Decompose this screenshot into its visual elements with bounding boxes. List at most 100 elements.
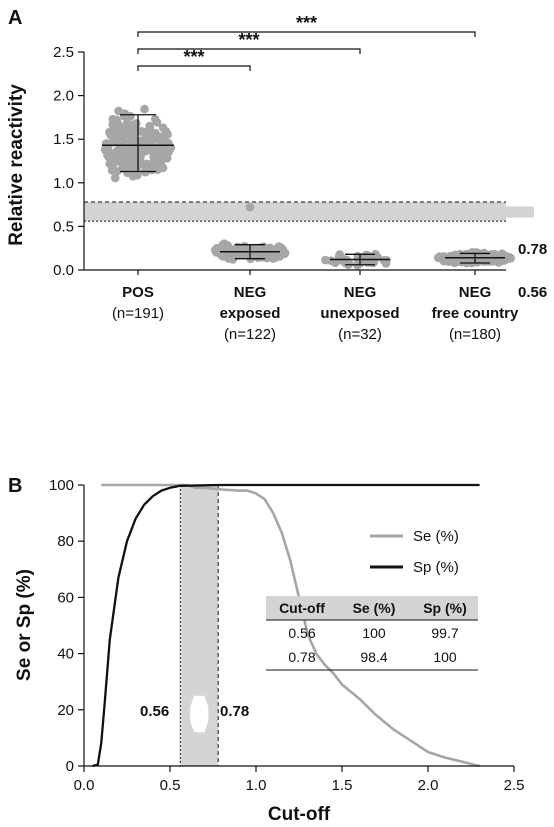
y-tick-label: 20 bbox=[57, 702, 74, 719]
table-cell: 100 bbox=[433, 649, 457, 665]
data-point bbox=[129, 158, 139, 168]
group-n: (n=32) bbox=[338, 326, 382, 343]
group-label-neg-exposed: NEG exposed (n=122) bbox=[220, 284, 281, 343]
data-point bbox=[154, 161, 164, 170]
data-point bbox=[163, 130, 172, 139]
table-cell: 0.56 bbox=[288, 625, 315, 641]
group-name: NEG bbox=[344, 284, 377, 301]
table-header: Cut-off bbox=[279, 600, 325, 616]
table-cell: 100 bbox=[362, 625, 386, 641]
y-tick-label: 60 bbox=[57, 589, 74, 606]
data-point bbox=[114, 106, 123, 116]
data-point bbox=[103, 142, 112, 151]
threshold-label-078: 0.78 bbox=[518, 241, 547, 258]
y-tick-label: 0.5 bbox=[53, 218, 74, 235]
band-label-056: 0.56 bbox=[140, 703, 169, 720]
group-sub: free country bbox=[432, 305, 519, 322]
data-point bbox=[108, 157, 118, 167]
data-point bbox=[436, 253, 445, 263]
panel-a-plot bbox=[84, 104, 534, 275]
data-point bbox=[223, 241, 233, 250]
data-point bbox=[103, 150, 112, 160]
table-cell: 0.78 bbox=[288, 649, 315, 665]
data-point bbox=[132, 166, 141, 175]
cutoff-table: Cut-off Se (%) Sp (%) 0.56 100 99.7 0.78… bbox=[266, 596, 478, 671]
x-tick-label: 0.0 bbox=[74, 777, 95, 794]
data-point bbox=[117, 150, 127, 160]
y-tick-label: 2.5 bbox=[53, 44, 74, 61]
panel-b-y-label: Se or Sp (%) bbox=[14, 569, 35, 681]
data-point bbox=[143, 132, 153, 142]
data-point bbox=[217, 246, 226, 255]
y-tick-label: 80 bbox=[57, 533, 74, 550]
data-point bbox=[152, 118, 162, 127]
x-tick-label: 2.5 bbox=[504, 777, 525, 794]
panel-a-y-label: Relative reactivity bbox=[6, 84, 27, 246]
x-tick-label: 0.5 bbox=[160, 777, 181, 794]
data-point bbox=[139, 144, 148, 154]
threshold-band bbox=[84, 201, 506, 222]
legend: Se (%) Sp (%) bbox=[370, 528, 459, 576]
y-tick-label: 2.0 bbox=[53, 88, 74, 105]
x-tick-label: 1.0 bbox=[246, 777, 267, 794]
group-name: NEG bbox=[234, 284, 267, 301]
table-cell: 99.7 bbox=[431, 625, 458, 641]
data-point bbox=[159, 153, 168, 163]
group-sub: unexposed bbox=[320, 305, 399, 322]
group-points bbox=[211, 202, 290, 264]
y-tick-label: 1.5 bbox=[53, 131, 74, 148]
y-tick-label: 0.0 bbox=[53, 262, 74, 279]
significance-stars: *** bbox=[183, 47, 204, 67]
data-point bbox=[137, 127, 146, 136]
y-tick-label: 1.0 bbox=[53, 175, 74, 192]
group-label-neg-free-country: NEG free country (n=180) bbox=[432, 284, 519, 343]
data-point bbox=[125, 125, 135, 135]
table-header: Se (%) bbox=[353, 600, 396, 616]
panel-a-label: A bbox=[8, 7, 22, 29]
data-point bbox=[125, 148, 135, 157]
table-cell: 98.4 bbox=[360, 649, 387, 665]
data-point bbox=[114, 132, 124, 141]
panel-b-y-ticks: 0 20 40 60 80 100 bbox=[49, 477, 84, 775]
significance-bracket bbox=[137, 48, 361, 54]
group-n: (n=191) bbox=[112, 305, 164, 322]
y-tick-label: 0 bbox=[66, 758, 74, 775]
data-point-outlier bbox=[245, 202, 255, 212]
significance-stars: *** bbox=[238, 30, 259, 50]
panel-a-y-ticks: 0.0 0.5 1.0 1.5 2.0 2.5 bbox=[53, 44, 84, 279]
panel-b-label: B bbox=[8, 475, 22, 497]
group-points bbox=[100, 104, 176, 183]
group-name: NEG bbox=[459, 284, 492, 301]
y-tick-label: 40 bbox=[57, 646, 74, 663]
group-sub: exposed bbox=[220, 305, 281, 322]
band-label-078: 0.78 bbox=[220, 703, 249, 720]
legend-sp-label: Sp (%) bbox=[413, 559, 459, 576]
band-notch bbox=[190, 695, 209, 733]
x-tick-label: 2.0 bbox=[418, 777, 439, 794]
data-point bbox=[141, 167, 150, 177]
group-points bbox=[433, 248, 515, 268]
group-label-neg-unexposed: NEG unexposed (n=32) bbox=[320, 284, 399, 343]
group-points bbox=[321, 249, 391, 270]
data-point bbox=[381, 259, 391, 268]
group-n: (n=180) bbox=[449, 326, 501, 343]
data-point bbox=[119, 158, 129, 168]
data-point bbox=[158, 123, 168, 132]
data-point bbox=[148, 146, 158, 155]
group-name: POS bbox=[122, 284, 154, 301]
significance-bracket bbox=[137, 31, 476, 37]
y-tick-label: 100 bbox=[49, 477, 74, 494]
x-tick-label: 1.5 bbox=[332, 777, 353, 794]
group-label-pos: POS (n=191) bbox=[112, 284, 164, 322]
data-point bbox=[321, 255, 330, 265]
panel-b-x-label: Cut-off bbox=[268, 804, 331, 825]
significance-stars: *** bbox=[296, 13, 317, 33]
table-header-bg bbox=[266, 596, 478, 620]
data-point bbox=[107, 166, 117, 175]
group-n: (n=122) bbox=[224, 326, 276, 343]
significance-brackets: *** *** *** bbox=[137, 13, 476, 71]
data-point bbox=[277, 246, 286, 256]
table-header: Sp (%) bbox=[423, 600, 467, 616]
legend-se-label: Se (%) bbox=[413, 528, 459, 545]
